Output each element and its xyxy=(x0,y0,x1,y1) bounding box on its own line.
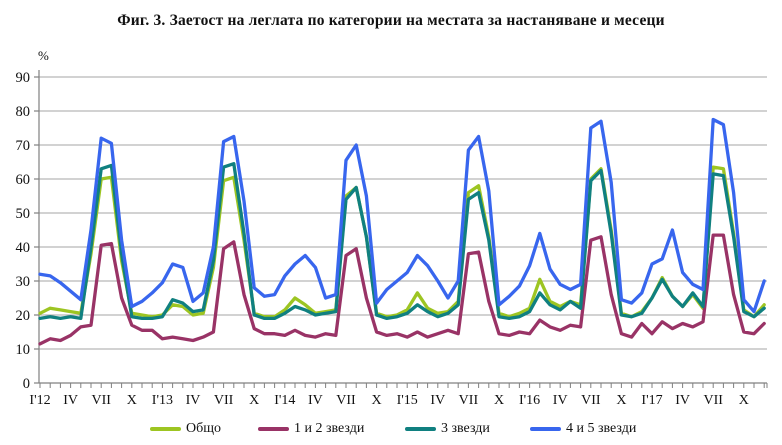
legend-swatch-4-5-stars xyxy=(530,427,561,431)
y-tick-label: 60 xyxy=(16,172,31,188)
x-tick-label: I'12 xyxy=(29,393,50,408)
x-tick-label: IV xyxy=(308,393,323,408)
chart-legend: Общо 1 и 2 звезди 3 звезди 4 и 5 звезди xyxy=(0,419,782,441)
x-tick-label: VII xyxy=(336,393,356,408)
y-tick-label: 50 xyxy=(16,206,31,222)
x-tick-label: X xyxy=(249,393,259,408)
y-tick-label: 10 xyxy=(16,342,31,358)
series-line-3 xyxy=(38,117,766,314)
legend-item-3-stars: 3 звезди xyxy=(405,419,490,439)
series-line-2 xyxy=(38,162,766,321)
legend-label-obshto: Общо xyxy=(186,421,222,436)
y-tick-label: 20 xyxy=(16,308,31,324)
legend-swatch-3-stars xyxy=(405,427,436,431)
series-line-1 xyxy=(38,233,766,346)
legend-label-3-stars: 3 звезди xyxy=(441,421,490,436)
x-tick-label: X xyxy=(494,393,504,408)
y-tick-label: 30 xyxy=(16,274,31,290)
y-tick-label: 90 xyxy=(16,70,31,86)
legend-item-1-2-stars: 1 и 2 звезди xyxy=(258,419,364,439)
x-tick-label: IV xyxy=(63,393,78,408)
y-tick-label: 40 xyxy=(16,240,31,256)
x-tick-label: X xyxy=(616,393,626,408)
x-tick-label: X xyxy=(372,393,382,408)
y-tick-label: 80 xyxy=(16,104,31,120)
x-tick-label: VII xyxy=(581,393,601,408)
y-axis-unit-label: % xyxy=(38,48,49,63)
x-tick-label: IV xyxy=(553,393,568,408)
x-tick-label: IV xyxy=(675,393,690,408)
chart-title: Фиг. 3. Заетост на леглата по категории … xyxy=(117,12,665,29)
legend-label-4-5-stars: 4 и 5 звезди xyxy=(566,421,637,436)
x-tick-label: IV xyxy=(430,393,445,408)
legend-swatch-obshto xyxy=(150,427,181,431)
x-tick-label: I'14 xyxy=(274,393,295,408)
x-tick-label: X xyxy=(127,393,137,408)
legend-swatch-1-2-stars xyxy=(258,427,289,431)
legend-item-4-5-stars: 4 и 5 звезди xyxy=(530,419,636,439)
x-tick-label: I'17 xyxy=(641,393,662,408)
x-tick-label: I'13 xyxy=(152,393,173,408)
x-tick-label: IV xyxy=(186,393,201,408)
x-tick-label: VII xyxy=(703,393,723,408)
y-tick-label: 70 xyxy=(16,138,31,154)
x-tick-label: VII xyxy=(214,393,234,408)
x-tick-label: VII xyxy=(459,393,479,408)
x-tick-label: I'15 xyxy=(397,393,418,408)
x-tick-label: I'16 xyxy=(519,393,540,408)
x-tick-label: VII xyxy=(91,393,111,408)
legend-item-obshto: Общо xyxy=(150,419,221,439)
x-tick-label: X xyxy=(739,393,749,408)
y-tick-label: 0 xyxy=(23,376,30,392)
legend-label-1-2-stars: 1 и 2 звезди xyxy=(294,421,365,436)
